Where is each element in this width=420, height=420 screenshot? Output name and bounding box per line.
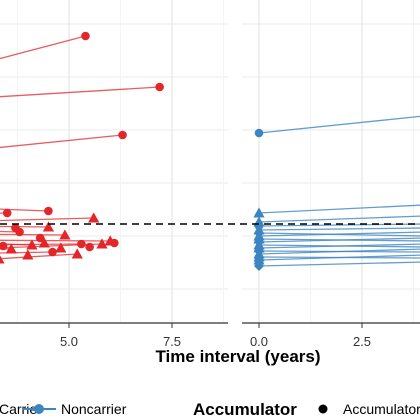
carrier-point <box>77 239 86 249</box>
carrier-point <box>96 238 108 249</box>
carrier-trajectory-line <box>0 243 102 249</box>
legend-key-accumulator-point <box>318 404 328 414</box>
carrier-point <box>0 255 5 264</box>
carrier-trajectory-line <box>0 233 65 236</box>
carrier-point <box>38 237 50 248</box>
noncarrier-trajectory-line <box>258 231 420 237</box>
carrier-point <box>44 206 53 216</box>
carrier-point <box>0 241 8 251</box>
carrier-point <box>155 82 164 92</box>
carrier-trajectory-line <box>0 251 53 254</box>
carrier-point <box>71 248 83 259</box>
carrier-trajectory-line <box>0 243 82 246</box>
carrier-trajectory-line <box>0 230 20 233</box>
noncarrier-trajectory-line <box>258 261 420 267</box>
carrier-point <box>5 243 17 254</box>
x-tick-label-right-0: 0.0 <box>250 334 268 349</box>
noncarrier-point <box>254 261 264 271</box>
legend-label-noncarrier: Noncarrier <box>61 401 127 417</box>
carrier-point <box>42 221 54 232</box>
carrier-point <box>81 31 90 41</box>
x-tick-label-left-0: 5.0 <box>60 334 78 349</box>
carrier-point <box>85 242 94 252</box>
carrier-point <box>55 242 67 253</box>
noncarrier-trajectory-line <box>258 215 420 223</box>
carrier-trajectory-line <box>0 134 123 149</box>
legend-label-accumulator: Accumulator <box>343 401 420 417</box>
legend-label-carrier: Carrier <box>0 401 42 417</box>
carrier-trajectory-line <box>0 225 49 228</box>
x-axis-title: Time interval (years) <box>155 347 320 366</box>
carrier-point <box>35 233 45 243</box>
x-tick-label-right-1: 2.5 <box>353 334 371 349</box>
legend-key-noncarrier-point <box>34 404 44 414</box>
carrier-trajectory-line <box>0 86 160 98</box>
carrier-point <box>11 223 20 233</box>
legend: Carrier Noncarrier Accumulator Accumulat… <box>0 400 420 419</box>
noncarrier-trajectory-line <box>258 227 420 231</box>
carrier-trajectory-line <box>0 253 78 260</box>
carrier-point <box>110 238 119 248</box>
panel-right-noncarrier <box>242 0 420 328</box>
carrier-point <box>59 229 71 240</box>
noncarrier-trajectory-line <box>258 237 420 243</box>
noncarrier-trajectory-line <box>258 115 420 134</box>
carrier-trajectory-line <box>0 208 49 212</box>
noncarrier-trajectory-line <box>258 204 420 214</box>
carrier-point <box>2 208 12 218</box>
x-tick-label-left-1: 7.5 <box>163 334 181 349</box>
carrier-point <box>26 239 38 250</box>
carrier-trajectory-line <box>0 217 94 222</box>
noncarrier-point <box>254 128 264 138</box>
carrier-point <box>88 212 100 223</box>
panel-left-carrier <box>0 0 228 328</box>
panel-background <box>242 0 420 323</box>
noncarrier-point <box>253 254 265 265</box>
carrier-point <box>118 130 127 140</box>
noncarrier-trajectory-line <box>258 248 420 255</box>
carrier-point <box>22 249 34 260</box>
carrier-trajectory-line <box>0 35 86 60</box>
legend-title-accumulator: Accumulator <box>193 400 297 419</box>
panel-background <box>0 0 228 323</box>
noncarrier-point <box>253 207 265 218</box>
carrier-point <box>48 247 57 257</box>
noncarrier-trajectory-line <box>258 254 420 261</box>
noncarrier-trajectory-line <box>258 243 420 249</box>
